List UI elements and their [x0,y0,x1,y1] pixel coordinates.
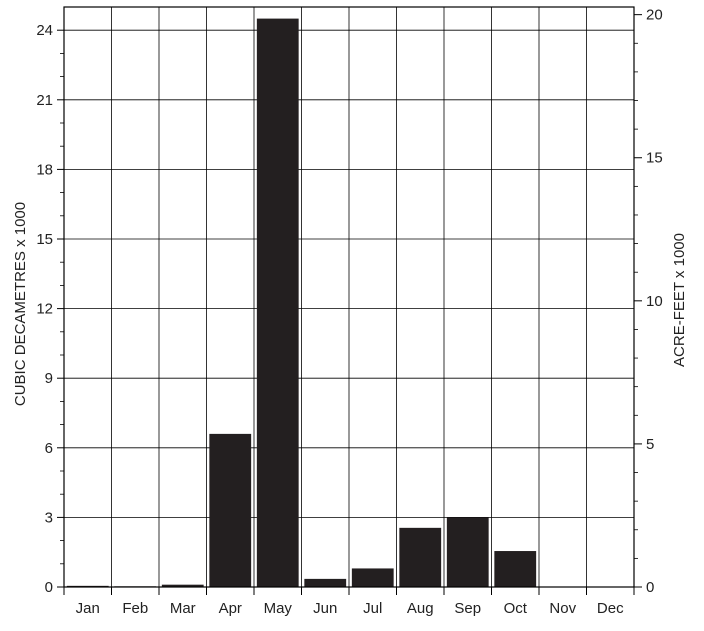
x-tick-label: Mar [170,600,196,617]
y2-tick-label: 15 [646,150,663,167]
y-tick-label: 12 [36,301,53,318]
bar-jul [352,568,394,587]
x-tick-label: Nov [549,600,576,617]
y2-tick-label: 5 [646,436,654,453]
y-tick-label: 21 [36,92,53,109]
y2-axis-label: ACRE-FEET x 1000 [671,233,688,367]
x-tick-label: Jun [313,600,337,617]
x-tick-label: Oct [504,600,528,617]
axes [57,7,642,595]
y2-tick-label: 10 [646,293,663,310]
y-tick-label: 0 [45,579,53,596]
bar-aug [399,528,441,587]
x-tick-label: Dec [597,600,624,617]
y-tick-label: 15 [36,231,53,248]
tick-labels: 0 3 6 9 12 15 18 21 24 0 5 10 15 20 Jan Feb Mar Apr May Jun… [36,7,662,617]
x-tick-label: Apr [219,600,242,617]
x-tick-label: May [264,600,293,617]
y2-tick-label: 0 [646,579,654,596]
y-tick-label: 6 [45,440,53,457]
bar-jun [304,579,346,587]
x-tick-label: Feb [122,600,148,617]
bar-sep [447,517,489,587]
y-axis-label: CUBIC DECAMETRES x 1000 [12,202,29,406]
y-tick-label: 3 [45,509,53,526]
y-tick-label: 9 [45,370,53,387]
x-tick-label: Sep [454,600,481,617]
grid [64,7,634,587]
y-tick-label: 24 [36,22,53,39]
bar-apr [209,434,251,587]
y2-tick-label: 20 [646,7,663,24]
x-tick-label: Jul [363,600,382,617]
x-tick-label: Aug [407,600,434,617]
x-tick-label: Jan [76,600,100,617]
y-tick-label: 18 [36,161,53,178]
bar-may [257,19,299,587]
bar-oct [494,551,536,587]
